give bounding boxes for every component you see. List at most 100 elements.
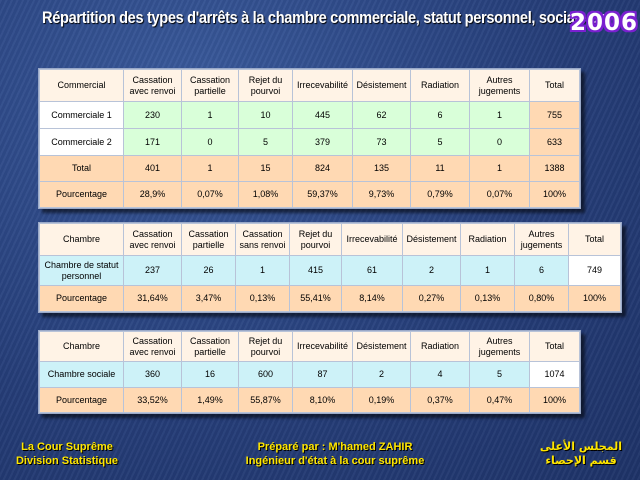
table-cell: 0,27% bbox=[402, 285, 461, 312]
table-cell: 230 bbox=[123, 101, 182, 129]
table-cell: 445 bbox=[292, 101, 353, 129]
table-cell: 0,13% bbox=[235, 285, 290, 312]
header-cell: Cassation sans renvoi bbox=[235, 223, 290, 256]
row-label: Chambre sociale bbox=[39, 361, 124, 388]
table-cell: 171 bbox=[123, 128, 182, 156]
header-cell: Commercial bbox=[39, 69, 124, 102]
header-cell: Rejet du pourvoi bbox=[238, 69, 293, 102]
table-cell: 401 bbox=[123, 155, 182, 182]
table-cell: 0,79% bbox=[410, 181, 470, 208]
header-cell: Radiation bbox=[460, 223, 515, 256]
header-cell: Chambre bbox=[39, 331, 124, 362]
table-cell: 5 bbox=[238, 128, 293, 156]
header-cell: Radiation bbox=[410, 331, 470, 362]
row-label: Total bbox=[39, 155, 124, 182]
table-cell: 0,07% bbox=[469, 181, 530, 208]
header-cell: Cassation avec renvoi bbox=[123, 331, 182, 362]
table-cell: 33,52% bbox=[123, 387, 182, 413]
table-cell: 1,49% bbox=[181, 387, 239, 413]
table-row: Chambre sociale 360 16 600 87 2 4 5 1074 bbox=[39, 361, 580, 388]
header-cell: Autres jugements bbox=[514, 223, 569, 256]
total-cell: 100% bbox=[568, 285, 621, 312]
table-header-row: Chambre Cassation avec renvoi Cassation … bbox=[39, 223, 621, 256]
table-cell: 61 bbox=[341, 255, 403, 286]
table-cell: 415 bbox=[289, 255, 342, 286]
table-cell: 1 bbox=[235, 255, 290, 286]
percentage-row: Pourcentage 33,52% 1,49% 55,87% 8,10% 0,… bbox=[39, 387, 580, 413]
table-cell: 0 bbox=[181, 128, 239, 156]
table-cell: 360 bbox=[123, 361, 182, 388]
header-cell: Cassation partielle bbox=[181, 331, 239, 362]
row-label: Pourcentage bbox=[39, 387, 124, 413]
table-cell: 0,37% bbox=[410, 387, 470, 413]
table-cell: 0 bbox=[469, 128, 530, 156]
total-row: Total 401 1 15 824 135 11 1 1388 bbox=[39, 155, 580, 182]
table-cell: 135 bbox=[352, 155, 411, 182]
table-cell: 55,87% bbox=[238, 387, 293, 413]
table-cell: 0,13% bbox=[460, 285, 515, 312]
row-label: Commerciale 1 bbox=[39, 101, 124, 129]
row-label: Chambre de statut personnel bbox=[39, 255, 124, 286]
table-cell: 5 bbox=[410, 128, 470, 156]
table-row: Commerciale 2 171 0 5 379 73 5 0 633 bbox=[39, 128, 580, 156]
table-cell: 26 bbox=[181, 255, 236, 286]
table-header-row: Chambre Cassation avec renvoi Cassation … bbox=[39, 331, 580, 362]
header-cell: Total bbox=[529, 331, 580, 362]
table-cell: 3,47% bbox=[181, 285, 236, 312]
total-cell: 755 bbox=[529, 101, 580, 129]
table-cell: 15 bbox=[238, 155, 293, 182]
header-cell: Irrecevabilité bbox=[292, 69, 353, 102]
footer-right: المجلس الأعلى قسم الإحصاء bbox=[528, 440, 634, 468]
total-cell: 100% bbox=[529, 181, 580, 208]
header-cell: Autres jugements bbox=[469, 331, 530, 362]
header-cell: Irrecevabilité bbox=[341, 223, 403, 256]
footer-left-line1: La Cour Suprême bbox=[21, 441, 113, 453]
table-cell: 8,10% bbox=[292, 387, 353, 413]
table-header-row: Commercial Cassation avec renvoi Cassati… bbox=[39, 69, 580, 102]
header-cell: Irrecevabilité bbox=[292, 331, 353, 362]
table-cell: 1 bbox=[181, 155, 239, 182]
header-cell: Rejet du pourvoi bbox=[238, 331, 293, 362]
table-cell: 28,9% bbox=[123, 181, 182, 208]
footer-left-line2: Division Statistique bbox=[15, 455, 119, 467]
header-cell: Radiation bbox=[410, 69, 470, 102]
table-cell: 0,80% bbox=[514, 285, 569, 312]
total-cell: 633 bbox=[529, 128, 580, 156]
footer-center: Préparé par : M'hamed ZAHIR Ingénieur d'… bbox=[220, 440, 450, 468]
table-cell: 2 bbox=[402, 255, 461, 286]
table-cell: 11 bbox=[410, 155, 470, 182]
table-cell: 1 bbox=[181, 101, 239, 129]
table-cell: 1 bbox=[469, 155, 530, 182]
table-cell: 379 bbox=[292, 128, 353, 156]
row-label: Commerciale 2 bbox=[39, 128, 124, 156]
table-cell: 59,37% bbox=[292, 181, 353, 208]
table-cell: 1 bbox=[469, 101, 530, 129]
header-cell: Désistement bbox=[352, 69, 411, 102]
header-cell: Total bbox=[568, 223, 621, 256]
table-cell: 55,41% bbox=[289, 285, 342, 312]
row-label: Pourcentage bbox=[39, 285, 124, 312]
table-chambre-sociale: Chambre Cassation avec renvoi Cassation … bbox=[38, 330, 581, 414]
row-label: Pourcentage bbox=[39, 181, 124, 208]
total-cell: 1388 bbox=[529, 155, 580, 182]
table-cell: 9,73% bbox=[352, 181, 411, 208]
table-cell: 237 bbox=[123, 255, 182, 286]
table-commercial: Commercial Cassation avec renvoi Cassati… bbox=[38, 68, 581, 209]
table-cell: 16 bbox=[181, 361, 239, 388]
header-cell: Cassation partielle bbox=[181, 223, 236, 256]
table-cell: 4 bbox=[410, 361, 470, 388]
table-cell: 0,07% bbox=[181, 181, 239, 208]
header-cell: Désistement bbox=[352, 331, 411, 362]
footer-left: La Cour Suprême Division Statistique bbox=[6, 440, 128, 468]
table-cell: 6 bbox=[514, 255, 569, 286]
table-cell: 600 bbox=[238, 361, 293, 388]
footer-center-line2: Ingénieur d'état à la cour suprême bbox=[245, 455, 425, 467]
table-cell: 0,47% bbox=[469, 387, 530, 413]
year-label: 2006 bbox=[570, 10, 639, 36]
table-row: Chambre de statut personnel 237 26 1 415… bbox=[39, 255, 621, 286]
header-cell: Cassation avec renvoi bbox=[123, 223, 182, 256]
table-cell: 10 bbox=[238, 101, 293, 129]
table-cell: 8,14% bbox=[341, 285, 403, 312]
table-cell: 87 bbox=[292, 361, 353, 388]
table-row: Commerciale 1 230 1 10 445 62 6 1 755 bbox=[39, 101, 580, 129]
